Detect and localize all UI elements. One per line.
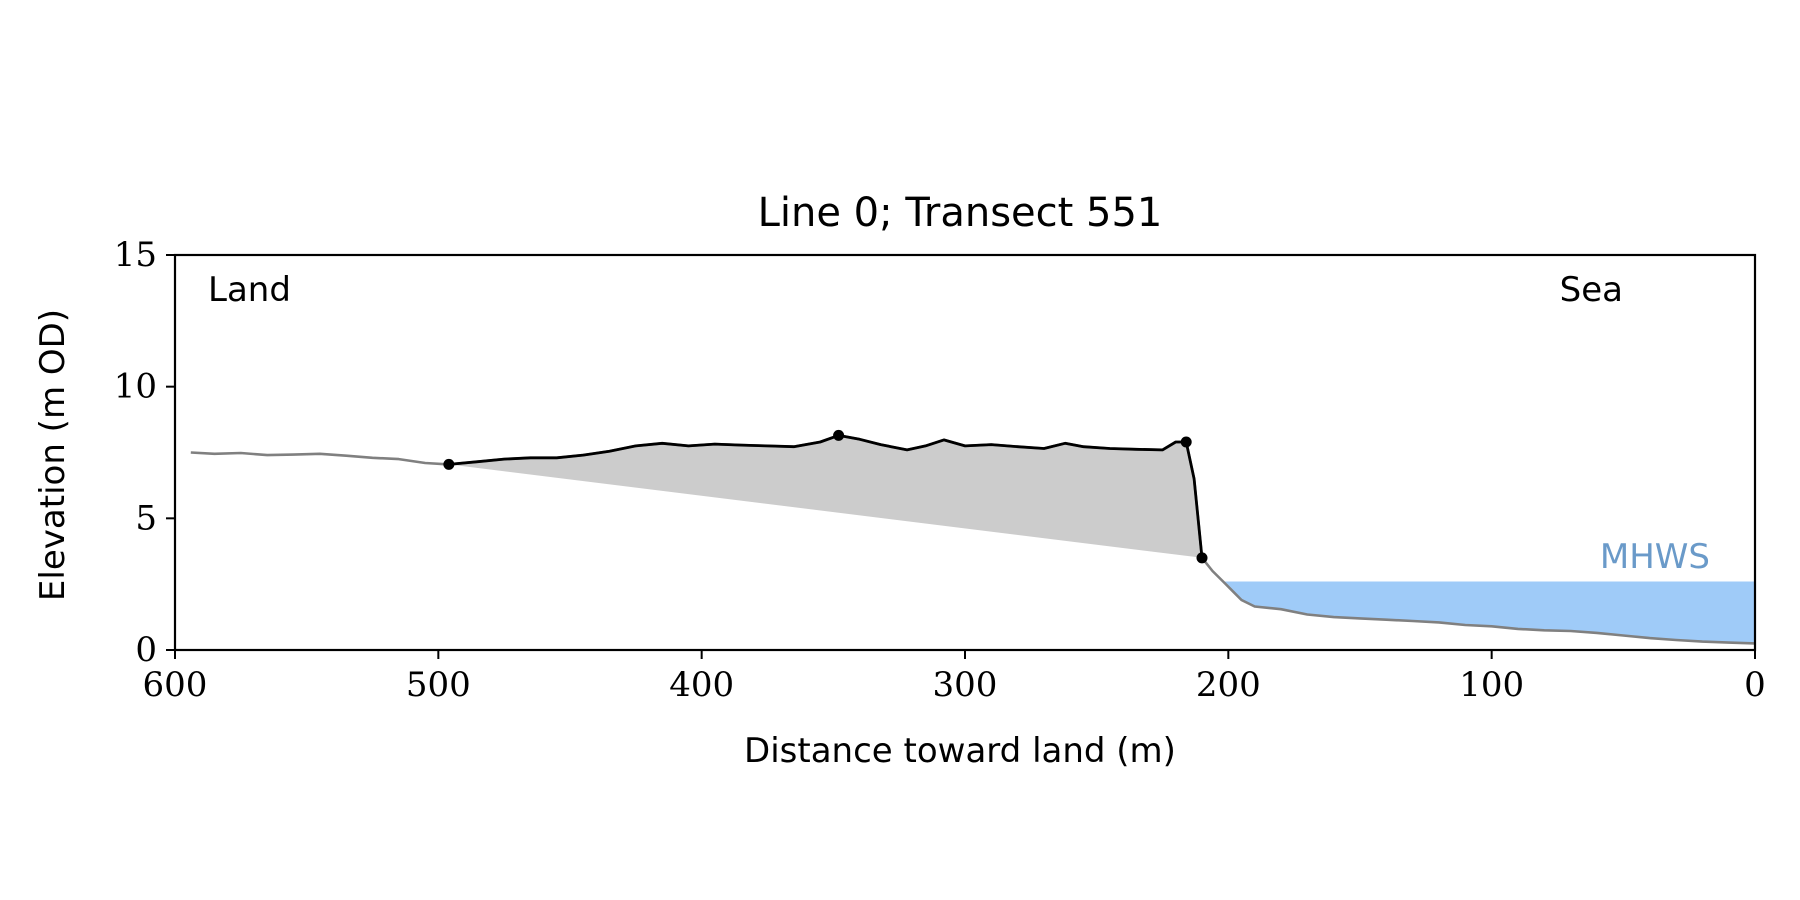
profile-marker-point	[833, 429, 845, 441]
chart-title: Line 0; Transect 551	[758, 190, 1163, 236]
profile-marker-point	[1180, 436, 1192, 448]
profile-marker-point	[443, 458, 455, 470]
profile-marker-point	[1196, 552, 1208, 564]
y-tick-label: 5	[135, 498, 157, 538]
x-tick-label: 100	[1459, 665, 1524, 705]
y-axis-label: Elevation (m OD)	[33, 309, 73, 601]
profile-fill-area	[448, 435, 1202, 558]
profile-segment-line	[448, 433, 1204, 558]
x-axis-label: Distance toward land (m)	[744, 731, 1176, 771]
y-tick-label: 15	[114, 235, 157, 275]
y-tick-label: 0	[135, 630, 157, 670]
mhws-label: MHWS	[1600, 537, 1710, 577]
x-tick-label: 300	[933, 665, 998, 705]
x-tick-label: 0	[1744, 665, 1766, 705]
x-tick-label: 200	[1196, 665, 1261, 705]
x-tick-label: 600	[143, 665, 208, 705]
x-tick-label: 400	[669, 665, 734, 705]
sea-annotation: Sea	[1560, 270, 1623, 310]
mhws-water-area	[1223, 581, 1755, 644]
land-annotation: Land	[208, 270, 291, 310]
plot-area: 600 500 400 300 200 100 0 0 5 10 15	[114, 235, 1766, 705]
x-tick-label: 500	[406, 665, 471, 705]
y-tick-label: 10	[114, 367, 157, 407]
